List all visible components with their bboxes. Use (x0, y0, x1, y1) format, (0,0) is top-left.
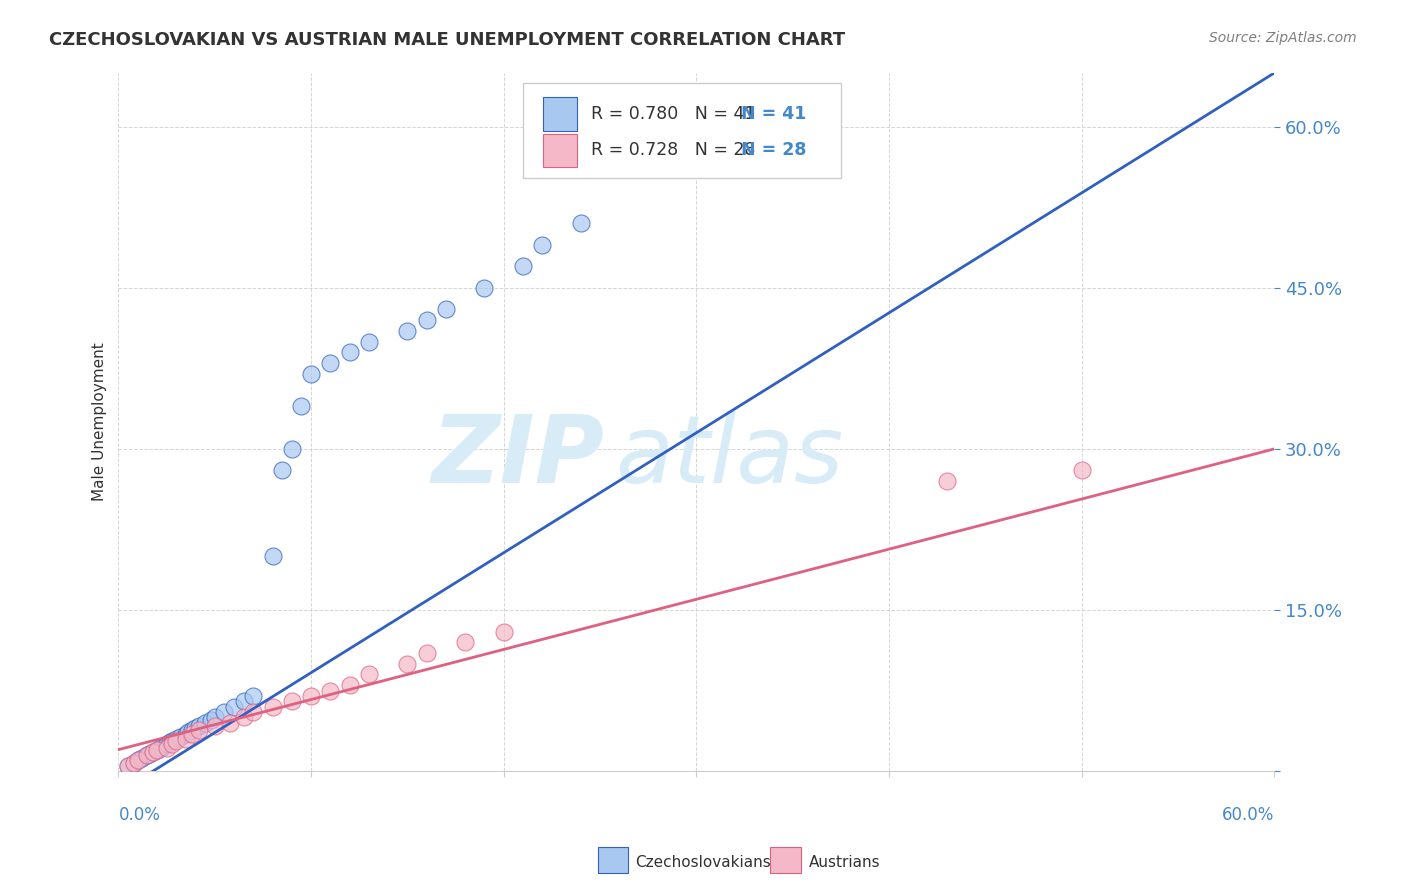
Point (262, 549, 284, 564)
Point (242, 689, 264, 703)
Point (222, 699, 245, 714)
Point (339, 678, 361, 692)
Point (935, 474, 957, 488)
Point (415, 646, 437, 660)
Text: R = 0.780   N = 41: R = 0.780 N = 41 (591, 105, 755, 123)
Text: atlas: atlas (616, 411, 844, 502)
Point (319, 683, 342, 698)
Point (169, 730, 191, 744)
Text: Czechoslovakians: Czechoslovakians (636, 855, 772, 870)
Point (122, 756, 145, 770)
Text: N = 28: N = 28 (741, 142, 807, 160)
Point (200, 713, 222, 727)
Point (136, 747, 159, 762)
Point (155, 740, 177, 755)
Point (204, 710, 226, 724)
Text: Austrians: Austrians (808, 855, 880, 870)
Point (319, 356, 342, 370)
Point (219, 715, 242, 730)
FancyBboxPatch shape (543, 97, 578, 131)
Point (127, 753, 149, 767)
Point (512, 260, 534, 274)
Point (194, 715, 217, 730)
Point (232, 694, 254, 708)
Point (242, 705, 264, 719)
Point (136, 747, 159, 762)
Point (492, 624, 515, 639)
Point (271, 463, 294, 477)
Text: N = 41: N = 41 (741, 105, 807, 123)
Text: CZECHOSLOVAKIAN VS AUSTRIAN MALE UNEMPLOYMENT CORRELATION CHART: CZECHOSLOVAKIAN VS AUSTRIAN MALE UNEMPLO… (49, 31, 845, 49)
Point (155, 737, 177, 751)
Point (474, 281, 496, 295)
Point (159, 735, 181, 749)
Point (434, 302, 457, 317)
Point (454, 635, 477, 649)
Point (281, 442, 304, 456)
Point (184, 721, 207, 735)
Text: ZIP: ZIP (432, 411, 605, 503)
Point (531, 237, 554, 252)
Text: R = 0.728   N = 28: R = 0.728 N = 28 (591, 142, 755, 160)
Point (117, 758, 139, 772)
Point (188, 719, 211, 733)
Point (142, 745, 165, 759)
Point (232, 710, 254, 724)
Point (262, 699, 284, 714)
Point (162, 737, 184, 751)
Point (1070, 463, 1092, 477)
Point (165, 734, 187, 748)
Point (415, 313, 437, 327)
Point (180, 726, 202, 740)
Text: 60.0%: 60.0% (1222, 806, 1274, 824)
Point (117, 758, 139, 772)
Point (146, 742, 169, 756)
Point (299, 367, 322, 381)
Point (131, 751, 153, 765)
Point (138, 747, 160, 761)
Point (122, 756, 145, 770)
Point (177, 725, 200, 739)
Point (357, 667, 380, 681)
Point (204, 719, 226, 733)
Point (214, 705, 236, 719)
Point (396, 657, 419, 671)
Point (142, 745, 165, 759)
Point (180, 723, 202, 738)
Point (290, 399, 312, 413)
Point (174, 726, 197, 740)
Text: 0.0%: 0.0% (118, 806, 160, 824)
FancyBboxPatch shape (523, 84, 841, 178)
Point (357, 334, 380, 349)
Point (396, 324, 419, 338)
Text: Source: ZipAtlas.com: Source: ZipAtlas.com (1209, 31, 1357, 45)
Y-axis label: Male Unemployment: Male Unemployment (93, 343, 107, 501)
Point (149, 740, 172, 755)
Point (569, 216, 592, 230)
Point (299, 689, 322, 703)
Point (339, 345, 361, 359)
Point (162, 734, 184, 748)
Point (174, 731, 197, 746)
FancyBboxPatch shape (543, 134, 578, 167)
Point (127, 753, 149, 767)
Point (281, 694, 304, 708)
Point (146, 742, 169, 756)
Point (188, 723, 211, 738)
Point (165, 731, 187, 746)
